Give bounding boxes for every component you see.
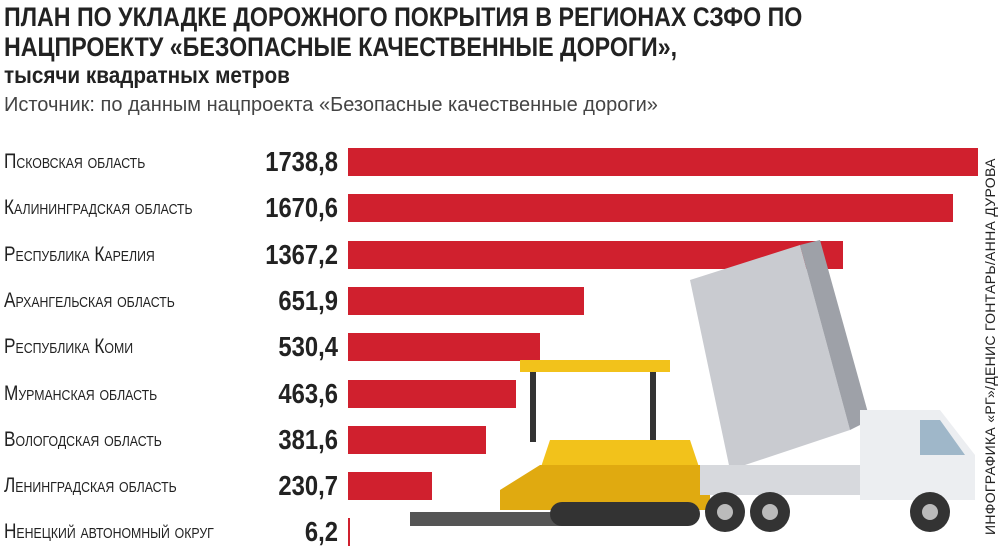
paver-track bbox=[550, 502, 700, 526]
bar bbox=[348, 286, 585, 315]
bar bbox=[348, 379, 516, 408]
bar bbox=[348, 194, 954, 223]
value-label: 1738,8 bbox=[265, 146, 338, 177]
hub bbox=[762, 504, 778, 520]
value-label: 1670,6 bbox=[265, 192, 338, 224]
truck-window bbox=[920, 420, 965, 455]
value-label: 381,6 bbox=[278, 423, 338, 455]
paver-roof bbox=[520, 360, 670, 372]
bar bbox=[348, 333, 541, 362]
value-label: 1367,2 bbox=[265, 238, 338, 270]
category-label: Архангельская область bbox=[4, 288, 175, 312]
value-label: 463,6 bbox=[278, 377, 338, 409]
value-label: 230,7 bbox=[278, 470, 338, 502]
paver-screed bbox=[410, 512, 580, 526]
hub bbox=[922, 504, 938, 520]
hub bbox=[717, 504, 733, 520]
source-note: Источник: по данным нацпроекта «Безопасн… bbox=[4, 94, 658, 116]
category-label: Ленинградская область bbox=[4, 474, 177, 498]
chart-subtitle: тысячи квадратных метров bbox=[4, 62, 290, 88]
chart-title: План по укладке дорожного покрытия в рег… bbox=[4, 2, 803, 62]
paver-post bbox=[530, 372, 536, 442]
category-label: Мурманская область bbox=[4, 381, 158, 405]
category-label: Республика Карелия bbox=[4, 242, 155, 266]
bar bbox=[348, 472, 432, 501]
category-label: Калининградская область bbox=[4, 196, 193, 220]
value-label: 6,2 bbox=[304, 516, 338, 548]
paver-body bbox=[540, 440, 700, 470]
dump-bed bbox=[690, 245, 850, 470]
bar bbox=[348, 425, 487, 454]
category-label: Псковская область bbox=[4, 150, 146, 173]
value-label: 530,4 bbox=[278, 331, 338, 363]
truck-illustration bbox=[410, 240, 975, 532]
category-label: Ненецкий автономный округ bbox=[4, 520, 214, 544]
bar bbox=[348, 148, 978, 176]
dump-bed-side bbox=[800, 240, 870, 430]
bar bbox=[348, 518, 351, 547]
paver-post bbox=[650, 372, 656, 442]
category-label: Республика Коми bbox=[4, 335, 134, 359]
value-label: 651,9 bbox=[278, 284, 338, 316]
paver-base bbox=[500, 465, 710, 510]
category-label: Вологодская область bbox=[4, 427, 162, 451]
